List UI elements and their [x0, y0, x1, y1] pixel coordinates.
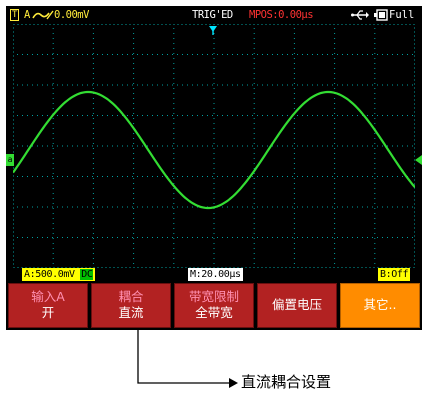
coupling-badge: DC	[80, 269, 94, 280]
graticule-border	[13, 24, 415, 268]
channel-a-scale-value: A:500.0mV	[24, 269, 75, 280]
menu-item-label: 其它..	[363, 297, 397, 312]
horizontal-position: MPOS:0.00µs	[249, 9, 314, 21]
menu-item-label: 偏置电压	[271, 297, 322, 312]
channel-mark: T	[10, 9, 20, 21]
battery-label: Full	[389, 9, 415, 21]
top-status-bar: T A 0.00mV TRIG'ED MPOS:0.00µs Full	[6, 6, 422, 24]
trigger-level-value: 0.00mV	[54, 9, 89, 21]
menu-item-label: 输入A	[31, 289, 65, 304]
graticule	[13, 24, 415, 268]
softkey-menu: 输入A 开 耦合 直流 带宽限制 全带宽 偏置电压 其它..	[6, 283, 422, 330]
channel-b-status[interactable]: B:Off	[378, 268, 411, 281]
trigger-level-marker[interactable]	[415, 155, 422, 165]
callout-label: 直流耦合设置	[241, 373, 332, 391]
menu-input-a-button[interactable]: 输入A 开	[8, 283, 88, 328]
menu-coupling-button[interactable]: 耦合 直流	[91, 283, 171, 328]
menu-bandwidth-limit-button[interactable]: 带宽限制 全带宽	[174, 283, 254, 328]
oscilloscope-screen: T A 0.00mV TRIG'ED MPOS:0.00µs Full a	[6, 6, 422, 330]
timebase-readout[interactable]: M:20.00µs	[188, 268, 243, 281]
menu-item-value: 直流	[118, 305, 144, 320]
menu-other-button[interactable]: 其它..	[340, 283, 420, 328]
usb-icon	[351, 10, 369, 20]
channel-a-ground-marker[interactable]: a	[6, 154, 14, 166]
menu-bias-voltage-button[interactable]: 偏置电压	[257, 283, 337, 328]
trigger-channel-label: A	[24, 9, 31, 21]
menu-item-label: 耦合	[118, 289, 144, 304]
bottom-status-bar: A:500.0mV DC M:20.00µs B:Off	[6, 268, 422, 282]
grid-lines	[17, 28, 413, 264]
trigger-position-marker	[209, 26, 217, 32]
menu-item-label: 带宽限制	[188, 289, 239, 304]
trigger-status: TRIG'ED	[192, 9, 233, 21]
menu-item-value: 开	[41, 305, 55, 320]
trigger-edge-icon	[32, 10, 54, 20]
channel-a-scale[interactable]: A:500.0mV DC	[22, 268, 96, 281]
menu-item-value: 全带宽	[195, 305, 233, 320]
battery-icon	[374, 9, 388, 21]
channel-a-waveform	[13, 90, 415, 210]
trigger-position-stem	[212, 31, 214, 35]
